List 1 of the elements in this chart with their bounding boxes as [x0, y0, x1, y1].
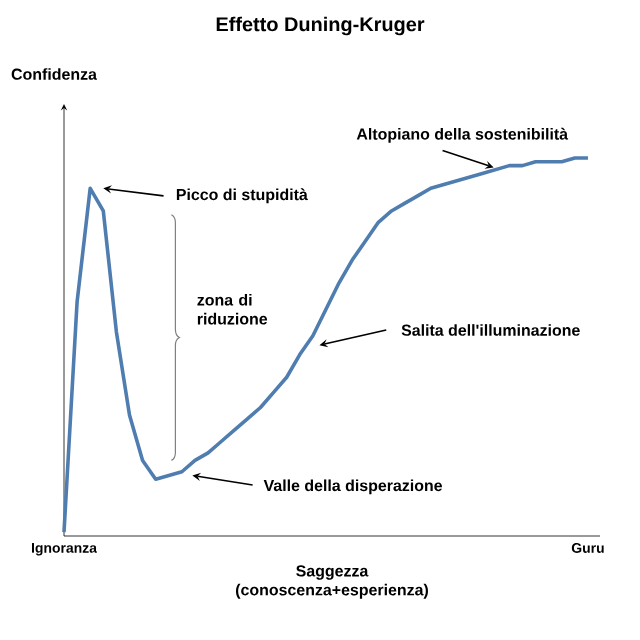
chart-title: Effetto Duning-Kruger [216, 16, 425, 36]
